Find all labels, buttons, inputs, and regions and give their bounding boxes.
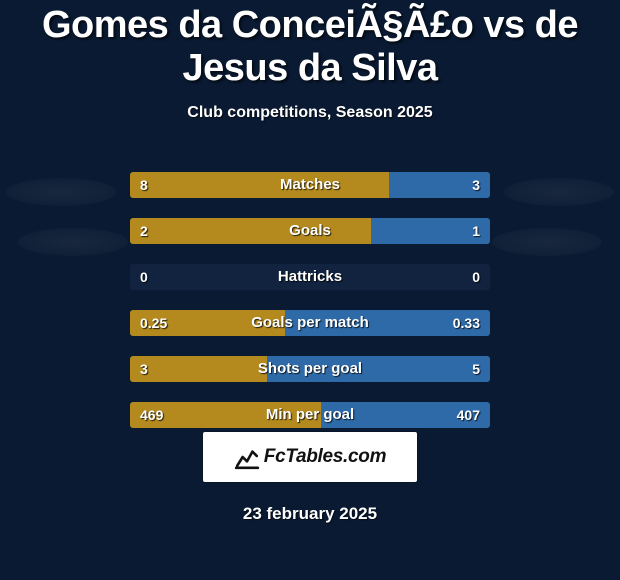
stat-row: 83Matches [130,172,490,198]
subtitle: Club competitions, Season 2025 [0,104,620,122]
stat-label: Goals per match [130,310,490,336]
stat-label: Hattricks [130,264,490,290]
stats-area: 83Matches 21Goals 00Hattricks 0.250.33Goals… [0,150,620,430]
stat-row: 469407Min per goal [130,402,490,428]
stat-row: 21Goals [130,218,490,244]
stat-label: Shots per goal [130,356,490,382]
player-right-photo-placeholder [504,178,614,206]
footer-date: 23 february 2025 [0,504,620,524]
stat-row: 0.250.33Goals per match [130,310,490,336]
stat-row: 00Hattricks [130,264,490,290]
stat-bars: 83Matches 21Goals 00Hattricks 0.250.33Goals… [130,172,490,448]
player-left-photo-placeholder [6,178,116,206]
stat-label: Matches [130,172,490,198]
stat-label: Min per goal [130,402,490,428]
stat-row: 35Shots per goal [130,356,490,382]
player-left-club-placeholder [18,228,128,256]
page-title: Gomes da ConceiÃ§Ã£o vs de Jesus da Silv… [0,0,620,90]
branding-text: FcTables.com [264,446,386,468]
comparison-widget: Gomes da ConceiÃ§Ã£o vs de Jesus da Silv… [0,0,620,580]
stat-label: Goals [130,218,490,244]
player-right-club-placeholder [492,228,602,256]
